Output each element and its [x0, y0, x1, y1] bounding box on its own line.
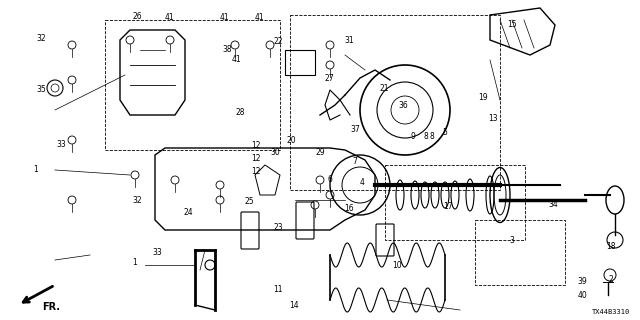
Text: 8: 8: [423, 132, 428, 140]
Text: 31: 31: [344, 36, 354, 44]
Text: 41: 41: [164, 13, 175, 22]
Text: 9: 9: [410, 132, 415, 140]
Text: 17: 17: [443, 202, 453, 211]
Text: 26: 26: [132, 12, 143, 20]
Text: 38: 38: [222, 45, 232, 54]
Text: 15: 15: [507, 20, 517, 28]
Text: 37: 37: [350, 125, 360, 134]
Text: 16: 16: [344, 204, 354, 212]
Text: TX44B3310: TX44B3310: [592, 309, 630, 315]
Bar: [475, 220, 565, 285]
Text: 32: 32: [36, 34, 47, 43]
Text: 1: 1: [33, 165, 38, 174]
Text: 6: 6: [327, 175, 332, 184]
Bar: [290, 15, 500, 190]
Text: 5: 5: [442, 128, 447, 137]
Text: 8: 8: [429, 132, 435, 140]
Text: 23: 23: [273, 223, 284, 232]
Text: 11: 11: [274, 285, 283, 294]
Text: 41: 41: [219, 13, 229, 22]
Text: 41: 41: [254, 13, 264, 22]
Bar: [105, 20, 280, 150]
Text: 41: 41: [232, 55, 242, 64]
Text: 28: 28: [236, 108, 244, 116]
Text: 35: 35: [36, 85, 47, 94]
Text: 36: 36: [398, 101, 408, 110]
Text: 1: 1: [132, 258, 137, 267]
Text: 4: 4: [359, 178, 364, 187]
Text: 34: 34: [548, 200, 559, 209]
Text: 10: 10: [392, 261, 402, 270]
Text: 29: 29: [315, 148, 325, 156]
Text: 14: 14: [289, 301, 300, 310]
Text: 12: 12: [252, 167, 260, 176]
Text: 30: 30: [270, 148, 280, 156]
Text: FR.: FR.: [42, 302, 60, 312]
Text: 13: 13: [488, 114, 498, 123]
Text: 3: 3: [509, 236, 515, 244]
Text: 22: 22: [274, 37, 283, 46]
Text: 19: 19: [478, 93, 488, 102]
Text: 24: 24: [184, 208, 194, 217]
Text: 20: 20: [286, 136, 296, 145]
Text: 27: 27: [324, 74, 335, 83]
Bar: [385, 165, 525, 240]
Text: 12: 12: [252, 154, 260, 163]
Text: 18: 18: [607, 242, 616, 251]
Text: 40: 40: [577, 292, 588, 300]
Text: 12: 12: [252, 141, 260, 150]
Text: 25: 25: [244, 197, 255, 206]
Text: 33: 33: [56, 140, 66, 148]
Text: 33: 33: [152, 248, 162, 257]
Text: 7: 7: [353, 157, 358, 166]
Text: 21: 21: [380, 84, 388, 92]
Text: 39: 39: [577, 277, 588, 286]
Text: 2: 2: [609, 276, 614, 284]
Text: 32: 32: [132, 196, 143, 204]
